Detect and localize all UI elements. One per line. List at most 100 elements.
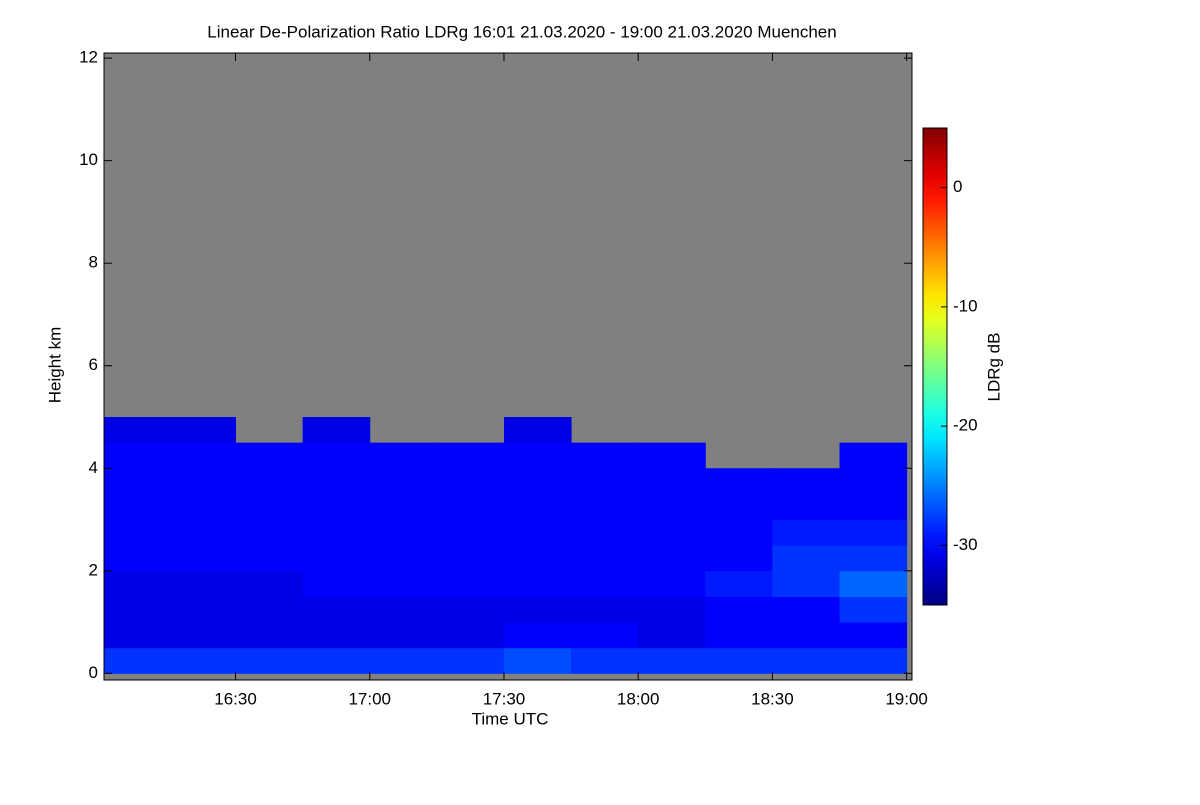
- heatmap-cell: [436, 468, 505, 495]
- heatmap-cell: [104, 596, 169, 623]
- colorbar-label: LDRg dB: [984, 333, 1003, 402]
- heatmap-cell: [104, 442, 169, 469]
- heatmap-cell: [638, 468, 706, 495]
- y-tick-label: 0: [89, 663, 98, 682]
- heatmap-cell: [104, 519, 169, 546]
- heatmap: [104, 416, 908, 674]
- heatmap-cell: [104, 545, 169, 572]
- heatmap-cell: [302, 468, 371, 495]
- heatmap-cell: [302, 647, 371, 674]
- heatmap-cell: [772, 570, 841, 597]
- heatmap-cell: [638, 622, 706, 649]
- heatmap-cell: [571, 596, 639, 623]
- heatmap-cell: [503, 622, 572, 649]
- heatmap-cell: [571, 647, 639, 674]
- heatmap-cell: [235, 647, 304, 674]
- heatmap-cell: [168, 442, 237, 469]
- heatmap-cell: [571, 493, 639, 521]
- heatmap-cell: [705, 493, 773, 521]
- heatmap-cell: [436, 545, 505, 572]
- plot-frame: [103, 52, 913, 681]
- x-tick-label: 16:30: [214, 689, 257, 708]
- heatmap-cell: [369, 570, 438, 597]
- heatmap-cell: [369, 519, 438, 546]
- heatmap-cell: [503, 545, 572, 572]
- heatmap-cell: [839, 570, 908, 597]
- heatmap-cell: [369, 545, 438, 572]
- heatmap-cell: [235, 442, 304, 469]
- heatmap-cell: [168, 622, 237, 649]
- heatmap-cell: [638, 596, 706, 623]
- heatmap-cell: [235, 468, 304, 495]
- heatmap-cell: [436, 493, 505, 521]
- heatmap-cell: [503, 647, 572, 674]
- heatmap-cell: [235, 596, 304, 623]
- heatmap-cell: [302, 545, 371, 572]
- heatmap-cell: [571, 519, 639, 546]
- heatmap-cell: [705, 622, 773, 649]
- heatmap-cell: [369, 468, 438, 495]
- heatmap-cell: [302, 622, 371, 649]
- heatmap-cell: [302, 416, 371, 444]
- heatmap-cell: [168, 570, 237, 597]
- heatmap-cell: [104, 622, 169, 649]
- heatmap-cell: [839, 468, 908, 495]
- heatmap-cell: [168, 468, 237, 495]
- heatmap-cell: [369, 596, 438, 623]
- colorbar-tick-label: 0: [953, 177, 962, 196]
- y-tick-label: 8: [89, 253, 98, 272]
- heatmap-cell: [503, 519, 572, 546]
- heatmap-cell: [772, 596, 841, 623]
- y-tick-label: 10: [79, 150, 98, 169]
- x-axis-label: Time UTC: [472, 709, 549, 728]
- heatmap-cell: [302, 596, 371, 623]
- heatmap-cell: [436, 596, 505, 623]
- heatmap-cell: [503, 468, 572, 495]
- heatmap-cell: [571, 570, 639, 597]
- heatmap-cell: [705, 596, 773, 623]
- heatmap-cell: [638, 545, 706, 572]
- heatmap-cell: [839, 545, 908, 572]
- heatmap-cell: [436, 570, 505, 597]
- heatmap-cell: [638, 493, 706, 521]
- heatmap-cell: [436, 647, 505, 674]
- heatmap-cell: [772, 647, 841, 674]
- heatmap-cell: [235, 622, 304, 649]
- heatmap-cell: [571, 545, 639, 572]
- heatmap-cell: [503, 570, 572, 597]
- heatmap-cell: [772, 519, 841, 546]
- x-tick-label: 17:00: [348, 689, 391, 708]
- heatmap-cell: [638, 442, 706, 469]
- heatmap-cell: [302, 442, 371, 469]
- heatmap-cell: [104, 493, 169, 521]
- heatmap-cell: [839, 596, 908, 623]
- heatmap-cell: [503, 416, 572, 444]
- x-tick-label: 19:00: [885, 689, 928, 708]
- heatmap-cell: [638, 519, 706, 546]
- heatmap-cell: [104, 570, 169, 597]
- heatmap-cell: [772, 493, 841, 521]
- colorbar-tick-label: -20: [953, 416, 978, 435]
- y-tick-label: 6: [89, 355, 98, 374]
- heatmap-cell: [638, 647, 706, 674]
- heatmap-cell: [235, 570, 304, 597]
- heatmap-cell: [839, 493, 908, 521]
- y-tick-label: 12: [79, 48, 98, 67]
- heatmap-cell: [705, 570, 773, 597]
- heatmap-cell: [705, 647, 773, 674]
- x-tick-label: 18:30: [751, 689, 794, 708]
- heatmap-cell: [571, 622, 639, 649]
- heatmap-cell: [168, 545, 237, 572]
- heatmap-cell: [503, 493, 572, 521]
- heatmap-cell: [705, 545, 773, 572]
- heatmap-cell: [772, 468, 841, 495]
- colorbar-tick-label: -30: [953, 535, 978, 554]
- x-tick-label: 18:00: [617, 689, 660, 708]
- colorbar-tick-label: -10: [953, 296, 978, 315]
- heatmap-cell: [369, 442, 438, 469]
- heatmap-cell: [839, 519, 908, 546]
- heatmap-cell: [571, 468, 639, 495]
- heatmap-cell: [839, 622, 908, 649]
- chart-title: Linear De-Polarization Ratio LDRg 16:01 …: [207, 22, 836, 41]
